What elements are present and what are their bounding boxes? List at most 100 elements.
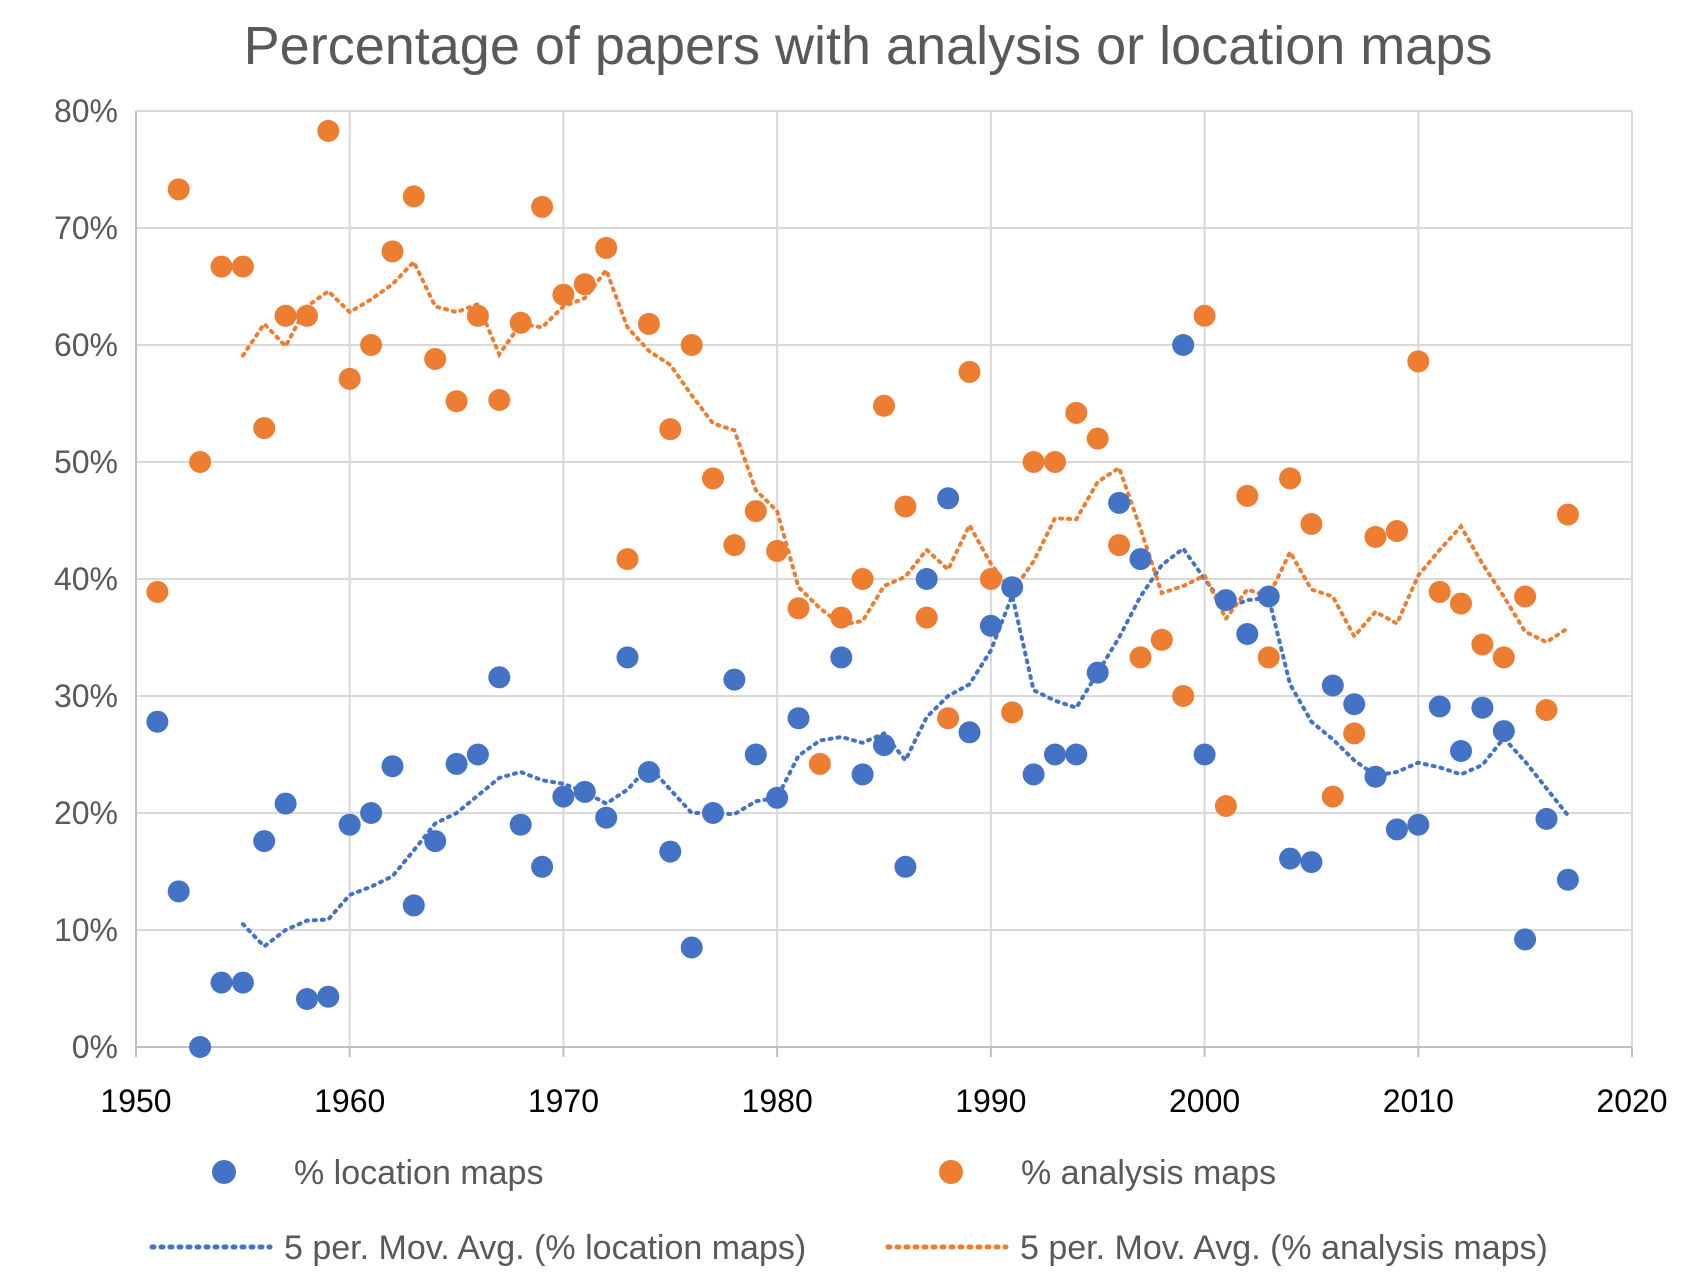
data-point-series-0 [1321, 674, 1344, 697]
data-point-series-0 [595, 806, 618, 829]
data-point-series-0 [466, 743, 489, 766]
data-point-series-0 [189, 1036, 212, 1058]
data-point-series-0 [1343, 693, 1366, 716]
data-point-series-0 [1471, 696, 1494, 719]
legend-swatch-dot [939, 1160, 963, 1184]
data-point-series-0 [509, 813, 532, 836]
data-point-series-0 [1236, 623, 1259, 645]
data-point-series-0 [531, 855, 554, 878]
data-point-series-1 [1044, 451, 1066, 473]
data-point-series-0 [894, 855, 917, 878]
data-point-series-1 [1385, 520, 1408, 542]
data-point-series-0 [1214, 589, 1237, 612]
legend-label: 5 per. Mov. Avg. (% location maps) [284, 1229, 806, 1267]
data-point-series-1 [296, 304, 318, 327]
moving-average-line-3 [240, 258, 1570, 645]
data-point-series-1 [1364, 525, 1387, 548]
data-point-series-1 [402, 185, 425, 208]
data-point-series-1 [595, 236, 618, 259]
data-point-series-1 [1428, 580, 1451, 603]
data-point-series-1 [424, 348, 447, 370]
data-point-series-0 [1001, 576, 1024, 599]
data-point-series-1 [979, 568, 1002, 590]
x-tick-label: 2000 [1169, 1083, 1240, 1119]
legend-label: 5 per. Mov. Avg. (% analysis maps) [1020, 1229, 1548, 1267]
data-point-series-0 [1129, 548, 1152, 571]
data-point-series-0 [338, 813, 361, 836]
moving-average-line-2 [240, 545, 1570, 950]
legend-item-3: 5 per. Mov. Avg. (% analysis maps) [885, 1229, 1548, 1267]
data-point-series-1 [808, 752, 831, 775]
data-point-series-0 [1086, 661, 1109, 684]
data-point-series-0 [488, 666, 511, 689]
data-point-series-1 [958, 360, 981, 383]
data-point-series-1 [637, 312, 660, 335]
data-point-series-1 [573, 273, 596, 296]
data-point-series-1 [360, 334, 383, 356]
data-point-series-0 [851, 763, 874, 786]
data-point-series-0 [958, 721, 981, 744]
data-point-series-1 [1471, 633, 1494, 656]
axis-layer: 0% 10% 20% 30% 40% 50% 60% 70% 80% 1950 1960 1970 19… [54, 93, 1668, 1119]
data-point-series-0 [659, 840, 682, 863]
data-point-series-1 [1193, 304, 1216, 327]
x-tick-label: 1970 [528, 1083, 599, 1119]
data-point-series-1 [787, 597, 810, 620]
data-point-series-0 [1065, 743, 1088, 766]
x-tick-label: 1990 [955, 1083, 1026, 1119]
line-layer [240, 258, 1570, 950]
data-point-series-0 [915, 568, 938, 590]
data-point-series-1 [1535, 699, 1558, 721]
data-point-series-1 [552, 283, 575, 306]
data-point-series-0 [979, 614, 1002, 637]
data-point-series-1 [659, 418, 682, 441]
data-point-series-1 [231, 255, 254, 278]
data-point-series-0 [210, 971, 233, 994]
data-point-series-0 [1300, 851, 1323, 874]
data-point-series-1 [1150, 628, 1173, 651]
data-point-series-1 [830, 606, 853, 629]
y-tick-label: 80% [54, 93, 118, 129]
data-point-series-1 [680, 334, 703, 356]
data-point-series-1 [1108, 534, 1131, 557]
data-point-series-0 [1022, 763, 1045, 786]
data-point-series-0 [146, 710, 169, 733]
data-point-series-0 [381, 755, 404, 778]
data-point-series-1 [1321, 785, 1344, 808]
data-point-series-0 [1193, 743, 1216, 766]
data-point-series-0 [402, 894, 425, 917]
x-tick-label: 1950 [100, 1083, 171, 1119]
data-point-series-0 [1385, 818, 1408, 841]
data-point-series-1 [873, 394, 895, 417]
data-point-series-1 [531, 195, 554, 218]
data-point-series-1 [1065, 401, 1088, 424]
data-point-series-0 [787, 707, 810, 730]
data-point-series-0 [317, 985, 340, 1008]
data-point-series-0 [1407, 813, 1430, 836]
x-tick-label: 2020 [1596, 1083, 1667, 1119]
data-point-series-0 [296, 988, 318, 1010]
data-point-series-0 [637, 761, 660, 783]
data-point-series-1 [1214, 795, 1237, 817]
data-point-series-0 [1450, 740, 1472, 762]
data-point-series-1 [1129, 646, 1152, 669]
data-point-series-1 [766, 539, 789, 562]
data-point-series-1 [1279, 467, 1302, 490]
data-point-series-1 [723, 534, 746, 557]
data-point-series-1 [851, 568, 874, 590]
data-point-series-1 [274, 304, 297, 327]
data-point-series-0 [680, 936, 703, 959]
data-point-series-0 [573, 780, 596, 803]
data-point-series-1 [1407, 350, 1430, 373]
data-point-series-0 [1364, 765, 1387, 788]
y-tick-label: 20% [54, 795, 118, 831]
data-point-series-0 [766, 786, 789, 809]
legend: % location maps % analysis maps 5 per. Mov… [149, 1154, 1548, 1267]
data-point-series-1 [894, 495, 917, 518]
x-tick-label: 1960 [314, 1083, 385, 1119]
data-point-series-1 [1300, 513, 1323, 535]
data-point-series-1 [1492, 646, 1515, 669]
y-tick-label: 50% [54, 444, 118, 480]
data-point-series-1 [702, 467, 724, 490]
